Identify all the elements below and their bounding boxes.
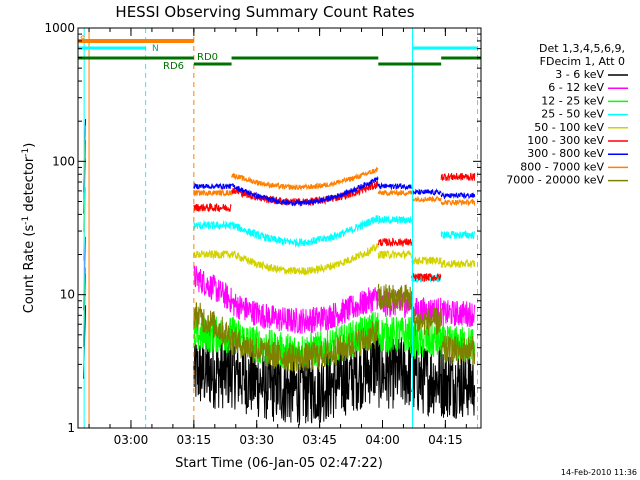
series-line (83, 273, 476, 372)
legend-header-2: FDecim 1, Att 0 (540, 55, 625, 68)
legend-label: 50 - 100 keV (534, 121, 604, 134)
data-layer (83, 118, 476, 426)
annotation-rd0_label: RD0 (197, 52, 218, 63)
legend-label: 300 - 800 keV (527, 147, 604, 160)
legend-label: 25 - 50 keV (541, 108, 604, 121)
y-tick-label: 1 (67, 421, 75, 435)
x-axis-label: Start Time (06-Jan-05 02:47:22) (175, 456, 383, 471)
legend-label: 3 - 6 keV (555, 68, 604, 81)
legend-header-1: Det 1,3,4,5,6,9, (539, 42, 625, 55)
legend-label: 6 - 12 keV (548, 81, 604, 94)
timestamp: 14-Feb-2010 11:36 (561, 468, 637, 477)
legend-label: 12 - 25 keV (541, 94, 604, 107)
series-line (83, 305, 476, 426)
annotation-night_label: N (152, 44, 159, 54)
x-tick-label: 03:45 (302, 433, 337, 447)
series-line (83, 118, 476, 207)
annotation-saa_label: S (80, 35, 86, 45)
x-tick-label: 03:15 (177, 433, 212, 447)
series-line (83, 125, 476, 207)
x-tick-label: 03:00 (114, 433, 149, 447)
axis-layer: 03:00 03:15 03:30 03:45 04:00 04:15 1 10 100 1000 (44, 21, 481, 447)
marker-layer: S N RD0 RD6 (78, 28, 481, 428)
y-tick-label: 10 (60, 288, 75, 302)
x-tick-label: 04:00 (365, 433, 400, 447)
legend-label: 800 - 7000 keV (520, 160, 604, 173)
series-line (83, 187, 476, 276)
y-tick-label: 100 (52, 154, 75, 168)
y-tick-label: 1000 (44, 21, 75, 35)
y-axis-label: Count Rate (s-1 detector-1) (21, 143, 37, 314)
series-line (83, 158, 476, 283)
chart-title: HESSI Observing Summary Count Rates (115, 3, 414, 21)
legend: Det 1,3,4,5,6,9, FDecim 1, Att 0 3 - 6 k… (506, 42, 628, 187)
legend-label: 7000 - 20000 keV (506, 174, 604, 187)
x-tick-label: 03:30 (239, 433, 274, 447)
x-tick-label: 04:15 (428, 433, 463, 447)
legend-label: 100 - 300 keV (527, 134, 604, 147)
annotation-rd6_label: RD6 (163, 61, 184, 72)
plot-frame (77, 27, 482, 429)
